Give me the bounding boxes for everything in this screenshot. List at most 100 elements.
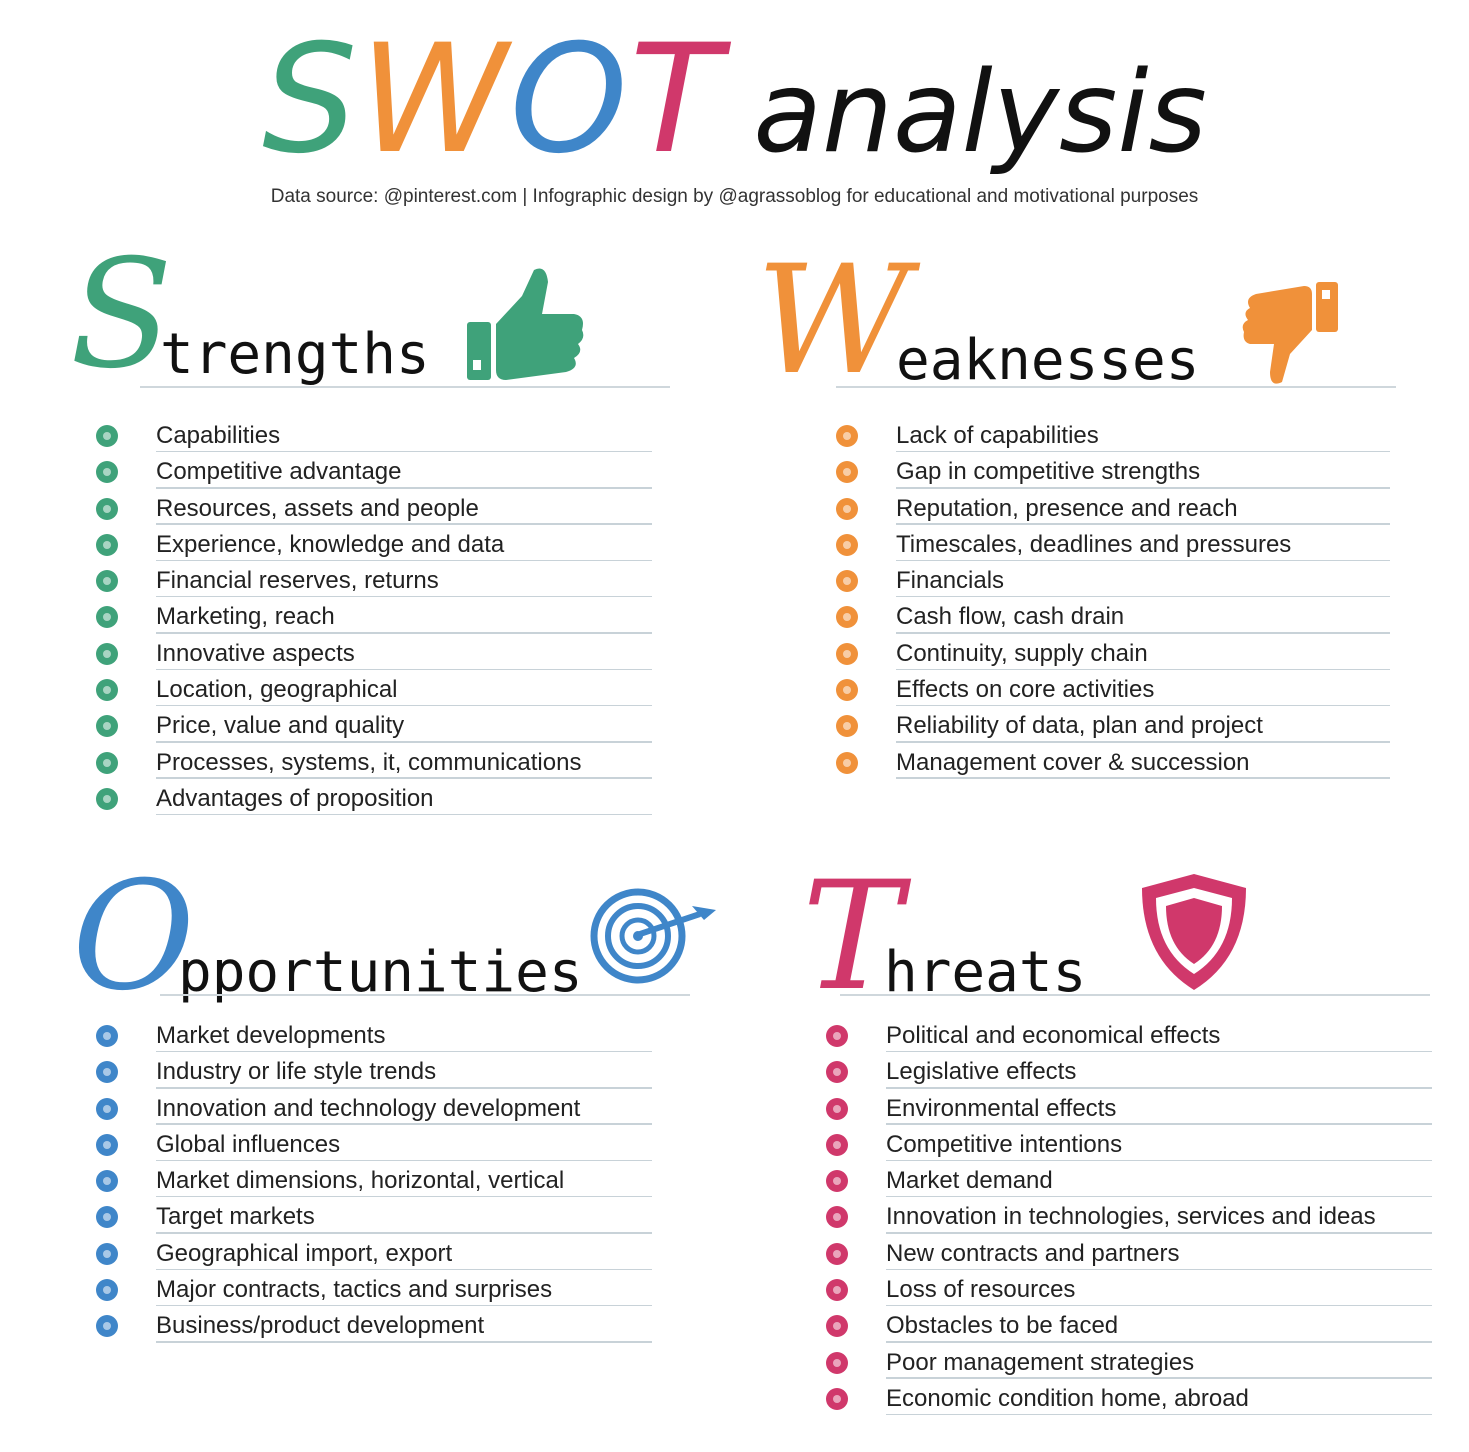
threats-section: T hreats Political and economical effect… <box>800 856 1440 1436</box>
weaknesses-bullet-icon <box>836 461 858 484</box>
page-title: SWOT analysis <box>0 10 1469 190</box>
threats-item-text: Loss of resources <box>886 1276 1076 1304</box>
weaknesses-item: Financials <box>836 563 1390 599</box>
weaknesses-item: Timescales, deadlines and pressures <box>836 527 1390 563</box>
strengths-item: Marketing, reach <box>96 599 652 635</box>
strengths-item: Financial reserves, returns <box>96 563 652 599</box>
divider <box>896 487 1390 489</box>
divider <box>886 1377 1432 1379</box>
opportunities-item: Business/product development <box>96 1308 652 1344</box>
strengths-item-text: Capabilities <box>156 422 281 449</box>
opportunities-bullet-icon <box>96 1315 118 1338</box>
threats-bullet-icon <box>826 1387 848 1410</box>
divider <box>156 487 652 489</box>
weaknesses-item: Continuity, supply chain <box>836 636 1390 672</box>
divider <box>896 523 1390 525</box>
weaknesses-item: Lack of capabilities <box>836 418 1390 454</box>
divider <box>156 1159 652 1162</box>
strengths-item-text: Resources, assets and people <box>156 494 479 522</box>
opportunities-section: O pportunities Market developments Indust… <box>70 856 720 1356</box>
threats-item-text: Competitive intentions <box>886 1130 1123 1158</box>
weaknesses-item: Cash flow, cash drain <box>836 599 1390 635</box>
thumbs-down-icon <box>1242 282 1338 384</box>
divider <box>886 1195 1432 1198</box>
threats-item-text: Legislative effects <box>886 1058 1077 1086</box>
weaknesses-item-text: Reputation, presence and reach <box>896 494 1238 522</box>
divider <box>156 741 652 743</box>
opportunities-item-text: Geographical import, export <box>156 1239 453 1267</box>
weaknesses-heading: eaknesses <box>896 328 1200 393</box>
strengths-bullet-icon <box>96 570 118 593</box>
opportunities-bullet-icon <box>96 1133 118 1156</box>
target-icon <box>590 888 716 984</box>
opportunities-bullet-icon <box>96 1279 118 1302</box>
weaknesses-item-text: Reliability of data, plan and project <box>896 712 1263 740</box>
opportunities-bullet-icon <box>96 1025 118 1047</box>
strengths-section: S trengths Capabilities Competitive advan… <box>70 240 670 820</box>
strengths-bullet-icon <box>96 497 118 520</box>
divider <box>886 1159 1432 1162</box>
divider <box>156 1341 652 1343</box>
divider <box>886 1232 1432 1234</box>
strengths-item-text: Processes, systems, it, communications <box>156 748 582 776</box>
divider <box>156 1123 652 1125</box>
threats-item-text: Poor management strategies <box>886 1348 1195 1376</box>
strengths-bullet-icon <box>96 787 118 810</box>
threats-item: Political and economical effects <box>826 1018 1432 1054</box>
weaknesses-bullet-icon <box>836 425 858 447</box>
divider <box>156 1050 652 1053</box>
threats-item: Competitive intentions <box>826 1127 1432 1163</box>
threats-item: Economic condition home, abroad <box>826 1381 1432 1417</box>
weaknesses-bullet-icon <box>836 715 858 738</box>
strengths-item: Processes, systems, it, communications <box>96 745 652 781</box>
threats-bullet-icon <box>826 1242 848 1265</box>
threats-bullet-icon <box>826 1315 848 1338</box>
threats-item-text: Environmental effects <box>886 1094 1117 1122</box>
weaknesses-bullet-icon <box>836 642 858 665</box>
opportunities-item-text: Major contracts, tactics and surprises <box>156 1276 553 1304</box>
threats-item: Legislative effects <box>826 1054 1432 1090</box>
strengths-heading: trengths <box>160 322 430 387</box>
weaknesses-item-text: Management cover & succession <box>896 748 1250 776</box>
threats-bullet-icon <box>826 1133 848 1156</box>
opportunities-initial: O <box>72 850 195 1024</box>
strengths-item-text: Marketing, reach <box>156 603 335 631</box>
threats-bullet-icon <box>826 1279 848 1302</box>
weaknesses-bullet-icon <box>836 606 858 629</box>
divider <box>886 1413 1432 1416</box>
title-letter-s: S <box>262 13 360 187</box>
opportunities-item: Industry or life style trends <box>96 1054 652 1090</box>
weaknesses-section: W eaknesses Lack of capabilities Gap in c… <box>756 240 1396 800</box>
opportunities-item-text: Target markets <box>156 1203 315 1231</box>
weaknesses-item: Reliability of data, plan and project <box>836 708 1390 744</box>
weaknesses-item: Gap in competitive strengths <box>836 454 1390 490</box>
threats-item: Environmental effects <box>826 1091 1432 1127</box>
divider <box>156 668 652 671</box>
divider <box>896 668 1390 671</box>
opportunities-item: Major contracts, tactics and surprises <box>96 1272 652 1308</box>
divider <box>156 1232 652 1234</box>
shield-icon <box>1142 874 1246 990</box>
strengths-item: Location, geographical <box>96 672 652 708</box>
threats-item: Poor management strategies <box>826 1345 1432 1381</box>
weaknesses-item-text: Timescales, deadlines and pressures <box>896 530 1292 558</box>
strengths-bullet-icon <box>96 751 118 774</box>
divider <box>156 523 652 525</box>
strengths-bullet-icon <box>96 715 118 738</box>
opportunities-item: Geographical import, export <box>96 1236 652 1272</box>
thumbs-up-icon <box>467 268 584 380</box>
divider <box>886 1268 1432 1271</box>
weaknesses-bullet-icon <box>836 679 858 702</box>
opportunities-item-text: Market dimensions, horizontal, vertical <box>156 1167 565 1195</box>
threats-item-text: Obstacles to be faced <box>886 1312 1119 1340</box>
divider <box>156 1195 652 1198</box>
strengths-item: Competitive advantage <box>96 454 652 490</box>
threats-item: Innovation in technologies, services and… <box>826 1199 1432 1235</box>
threats-bullet-icon <box>826 1170 848 1193</box>
strengths-item-text: Advantages of proposition <box>156 784 434 812</box>
strengths-item-text: Competitive advantage <box>156 458 402 486</box>
strengths-item: Experience, knowledge and data <box>96 527 652 563</box>
opportunities-item-text: Market developments <box>156 1022 386 1049</box>
divider <box>896 450 1390 453</box>
strengths-item-text: Experience, knowledge and data <box>156 530 505 558</box>
